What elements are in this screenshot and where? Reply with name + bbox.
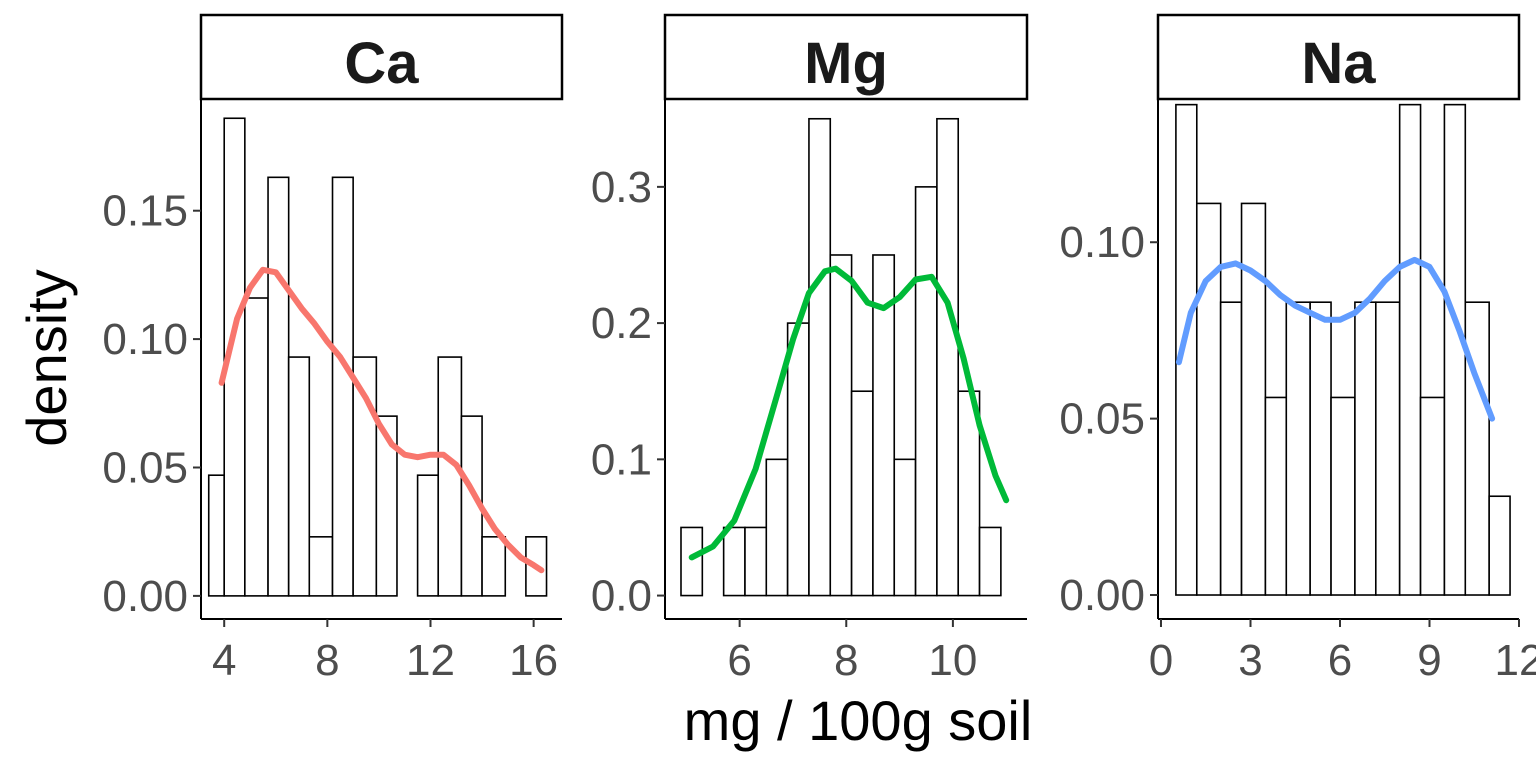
y-tick-label-mg-1: 0.1 [591,435,652,484]
bar-mg-10 [893,458,917,597]
bar-na-8 [1354,301,1377,596]
density-line-ca [218,266,545,574]
y-tick-label-ca-0: 0.00 [102,572,188,621]
x-tick-label-ca-1: 8 [315,636,339,685]
y-axis-title: density [15,269,78,446]
x-tick-label-ca-0: 4 [212,636,236,685]
bar-na-2 [1219,301,1243,596]
y-tick-label-ca-1: 0.05 [102,443,188,492]
bar-ca-4 [287,356,311,597]
bar-na-10 [1398,103,1422,596]
x-tick-label-ca-2: 12 [406,636,455,685]
x-tick-label-mg-1: 8 [834,636,858,685]
bar-ca-2 [244,297,269,597]
bar-mg-2 [722,526,746,597]
bar-na-1 [1195,202,1222,596]
y-tick-label-mg-0: 0.0 [591,572,652,621]
bar-na-3 [1240,202,1267,596]
bar-mg-8 [850,390,874,597]
facet-ca: Ca 0.00 0.05 0.10 0.15 4 8 12 16 [102,13,564,685]
bar-mg-14 [978,526,1002,597]
bar-na-7 [1330,396,1356,596]
x-tick-label-na-2: 6 [1328,636,1352,685]
x-tick-label-na-0: 0 [1149,636,1173,685]
x-tick-label-ca-3: 16 [509,636,558,685]
y-tick-label-na-2: 0.10 [1059,218,1145,267]
bar-na-11 [1419,396,1446,596]
x-tick-label-na-1: 3 [1238,636,1262,685]
bar-na-6 [1309,301,1332,596]
bar-ca-10 [416,474,440,597]
bar-ca-5 [308,536,334,597]
bar-na-13 [1464,301,1490,596]
bar-mg-6 [808,117,832,597]
strip-na [1156,13,1521,101]
bar-ca-0 [207,474,226,597]
bar-mg-9 [872,254,896,597]
strip-mg [663,13,1029,101]
bar-na-9 [1374,301,1401,596]
bar-mg-11 [914,186,938,597]
facet-na: Na 0.00 0.05 0.10 0 3 6 9 12 [1059,13,1536,685]
density-line-na [1175,256,1496,422]
bar-na-4 [1264,396,1288,596]
bar-ca-3 [267,176,290,597]
x-tick-label-na-3: 9 [1417,636,1441,685]
bar-mg-12 [936,117,960,597]
bar-ca-6 [331,176,354,597]
bar-na-14 [1488,495,1511,596]
y-tick-label-mg-3: 0.3 [591,163,652,212]
x-tick-label-mg-2: 10 [928,636,977,685]
y-tick-label-na-1: 0.05 [1059,395,1145,444]
y-tick-label-na-0: 0.00 [1059,571,1145,620]
y-tick-label-ca-3: 0.15 [102,187,188,236]
strip-label-ca: Ca [344,31,419,96]
x-tick-label-na-4: 12 [1495,636,1536,685]
strip-ca [199,13,564,101]
bar-mg-5 [786,322,810,597]
bar-mg-0 [680,526,704,597]
strip-label-mg: Mg [804,31,888,96]
bar-ca-8 [375,415,398,597]
x-axis-title: mg / 100g soil [684,689,1033,752]
x-tick-label-mg-0: 6 [727,636,751,685]
facet-mg: Mg 0.0 0.1 0.2 0.3 6 8 10 [591,13,1029,685]
strip-label-na: Na [1301,31,1376,96]
bar-mg-3 [744,526,768,597]
bar-na-5 [1285,301,1311,596]
bar-ca-13 [481,536,507,597]
bar-mg-4 [765,458,789,597]
bar-mg-7 [829,254,853,597]
bar-ca-11 [437,356,463,597]
bar-na-12 [1443,103,1467,596]
y-tick-label-ca-2: 0.10 [102,315,188,364]
y-tick-label-mg-2: 0.2 [591,299,652,348]
density-line-mg [688,265,1010,561]
